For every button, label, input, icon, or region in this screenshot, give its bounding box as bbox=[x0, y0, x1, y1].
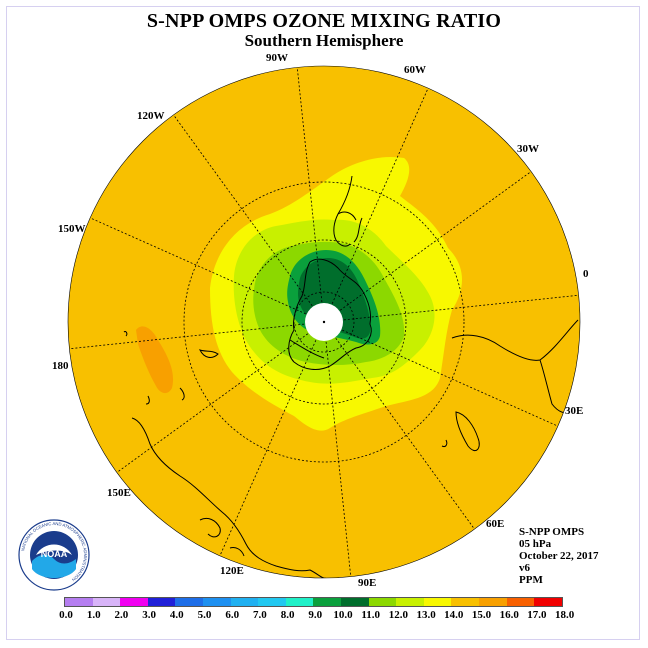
colorbar-tick-label: 0.0 bbox=[59, 609, 73, 621]
colorbar-cell bbox=[147, 598, 176, 606]
longitude-line bbox=[219, 321, 325, 557]
colorbar bbox=[64, 597, 563, 607]
colorbar-tick-label: 18.0 bbox=[554, 609, 575, 621]
colorbar-tick-label: 2.0 bbox=[114, 609, 129, 621]
colorbar-cell bbox=[230, 598, 259, 606]
colorbar-tick-label: 6.0 bbox=[225, 609, 240, 621]
colorbar-tick-label: 13.0 bbox=[416, 609, 436, 621]
colorbar-cell bbox=[202, 598, 231, 606]
map-subtitle: Southern Hemisphere bbox=[244, 31, 404, 50]
info-version: v6 bbox=[519, 562, 530, 574]
colorbar-tick-label: 11.0 bbox=[361, 609, 381, 621]
lon-label-150e: 150E bbox=[107, 487, 131, 499]
colorbar-tick-label: 16.0 bbox=[499, 609, 519, 621]
colorbar-tick-label: 7.0 bbox=[253, 609, 267, 621]
colorbar-tick-label: 1.0 bbox=[86, 609, 101, 621]
longitude-line bbox=[323, 171, 532, 323]
colorbar-cell bbox=[478, 598, 507, 606]
longitude-line bbox=[89, 217, 325, 323]
noaa-logo: NATIONAL OCEANIC AND ATMOSPHERIC ADMINIS… bbox=[18, 519, 90, 591]
lon-label-60e: 60E bbox=[486, 518, 505, 530]
longitude-line bbox=[173, 114, 325, 323]
lon-label-30e: 30E bbox=[565, 405, 584, 417]
figure-frame bbox=[6, 6, 640, 640]
colorbar-tick-label: 5.0 bbox=[197, 609, 212, 621]
colorbar-tick-label: 15.0 bbox=[471, 609, 492, 621]
colorbar-cell bbox=[396, 598, 424, 606]
longitude-line bbox=[323, 294, 579, 323]
south-pole-marker bbox=[322, 320, 326, 324]
lon-label-90w: 90W bbox=[266, 52, 288, 64]
colorbar-cell bbox=[313, 598, 341, 606]
colorbar-tick-label: 3.0 bbox=[142, 609, 156, 621]
colorbar-cell bbox=[340, 598, 369, 606]
colorbar-tick-label: 17.0 bbox=[527, 609, 547, 621]
info-instrument: S-NPP OMPS bbox=[519, 526, 585, 538]
longitude-line bbox=[116, 321, 325, 473]
info-pressure: 05 hPa bbox=[519, 538, 552, 550]
colorbar-cell bbox=[175, 598, 203, 606]
lon-label-150w: 150W bbox=[58, 223, 86, 235]
latitude-circles bbox=[183, 181, 465, 463]
lon-label-120e: 120E bbox=[220, 565, 244, 577]
lon-label-90e: 90E bbox=[358, 577, 377, 589]
longitude-lines bbox=[69, 67, 579, 577]
longitude-line bbox=[323, 321, 352, 577]
colorbar-cell bbox=[368, 598, 397, 606]
map-boundary bbox=[67, 65, 581, 579]
lon-label-120w: 120W bbox=[137, 110, 165, 122]
colorbar-cell bbox=[65, 598, 93, 606]
colorbar-cell bbox=[120, 598, 148, 606]
lon-label-0: 0 bbox=[583, 268, 589, 280]
colorbar-cell bbox=[258, 598, 286, 606]
map-title: S-NPP OMPS OZONE MIXING RATIO bbox=[146, 10, 502, 32]
colorbar-cell bbox=[506, 598, 535, 606]
colorbar-cell bbox=[451, 598, 479, 606]
colorbar-cell bbox=[92, 598, 121, 606]
lon-label-60w: 60W bbox=[404, 64, 426, 76]
colorbar-tick-label: 8.0 bbox=[280, 609, 295, 621]
longitude-line bbox=[323, 87, 429, 323]
colorbar-cell bbox=[534, 598, 562, 606]
info-units: PPM bbox=[519, 574, 543, 586]
lon-label-180: 180 bbox=[52, 360, 69, 372]
colorbar-tick-label: 14.0 bbox=[444, 609, 464, 621]
longitude-line bbox=[323, 321, 559, 427]
longitude-line bbox=[323, 321, 475, 530]
info-date: October 22, 2017 bbox=[519, 550, 599, 562]
longitude-line bbox=[296, 67, 325, 323]
colorbar-tick-label: 10.0 bbox=[333, 609, 353, 621]
colorbar-tick-label: 12.0 bbox=[388, 609, 409, 621]
noaa-logo-text: NOAA bbox=[41, 549, 68, 559]
longitude-line bbox=[69, 321, 325, 350]
colorbar-cell bbox=[285, 598, 314, 606]
colorbar-tick-label: 9.0 bbox=[308, 609, 323, 621]
ozone-high-patch bbox=[136, 326, 174, 394]
lon-label-30w: 30W bbox=[517, 143, 539, 155]
colorbar-tick-label: 4.0 bbox=[169, 609, 184, 621]
colorbar-cell bbox=[423, 598, 452, 606]
